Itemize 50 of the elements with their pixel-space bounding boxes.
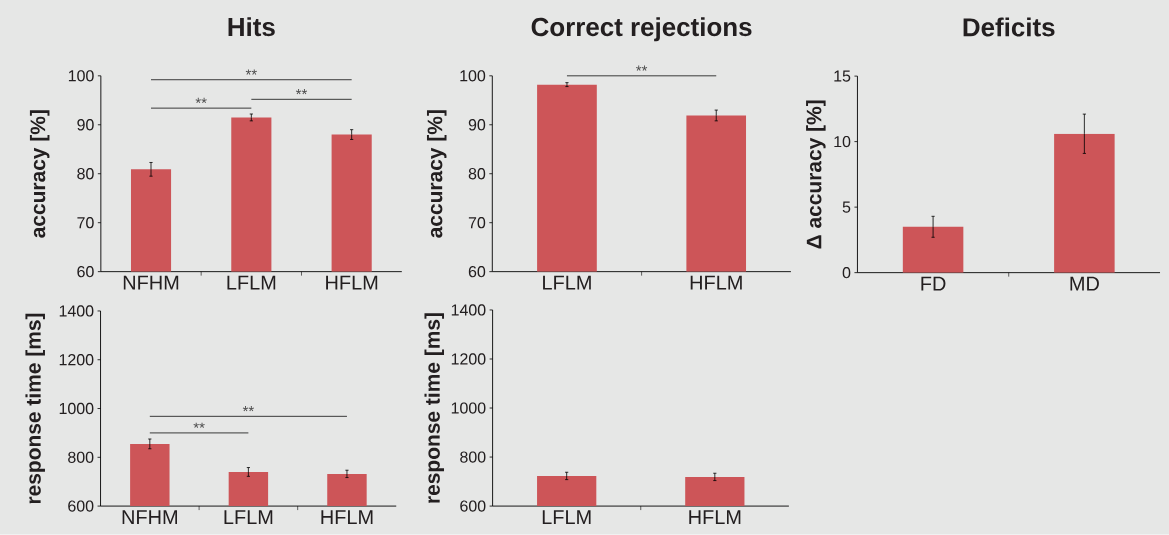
y-tick-label: 70 bbox=[77, 217, 94, 229]
y-axis-title: Δ accuracy [%] bbox=[806, 100, 826, 249]
x-tick-label: HFLM bbox=[321, 510, 373, 525]
y-tick-label: 1400 bbox=[59, 305, 94, 317]
x-tick-label: LFLM bbox=[227, 275, 276, 290]
y-tick-label: 1400 bbox=[451, 304, 486, 316]
chart-title: Deficits bbox=[963, 17, 1055, 37]
y-tick-label: 800 bbox=[460, 451, 486, 463]
chart-title: Correct rejections bbox=[531, 17, 752, 42]
y-tick-label: 1000 bbox=[451, 402, 486, 414]
x-tick-label: FD bbox=[921, 276, 946, 291]
annotation: ** bbox=[242, 406, 254, 412]
y-tick-label: 0 bbox=[842, 267, 851, 279]
annotation: ** bbox=[295, 89, 308, 95]
y-tick-label: 90 bbox=[468, 119, 486, 131]
y-tick-label: 60 bbox=[77, 266, 94, 278]
y-axis-title: response time [ms] bbox=[424, 313, 445, 503]
y-tick-label: 5 bbox=[842, 201, 851, 213]
y-tick-label: 1000 bbox=[59, 403, 94, 415]
y-tick-label: 80 bbox=[468, 168, 486, 180]
x-tick-label: HFLM bbox=[689, 510, 741, 525]
x-tick-label: NFHM bbox=[123, 275, 179, 290]
x-tick-label: HFLM bbox=[690, 275, 742, 290]
x-tick-label: HFLM bbox=[326, 275, 378, 290]
y-axis-title: response time [ms] bbox=[25, 313, 45, 504]
y-tick-label: 70 bbox=[468, 217, 486, 229]
y-tick-label: 600 bbox=[68, 500, 94, 512]
y-tick-label: 100 bbox=[460, 70, 486, 82]
text: ** bbox=[636, 65, 648, 71]
y-axis-title: accuracy [%] bbox=[29, 110, 50, 238]
y-tick-label: 600 bbox=[460, 500, 486, 512]
y-tick-label: 90 bbox=[77, 119, 94, 131]
y-tick-label: 60 bbox=[468, 266, 486, 278]
y-tick-label: 15 bbox=[834, 70, 851, 82]
y-tick-label: 10 bbox=[834, 136, 851, 148]
chart-title: Hits bbox=[228, 17, 275, 37]
y-tick-label: 1200 bbox=[451, 353, 486, 365]
y-tick-label: 800 bbox=[68, 451, 94, 464]
y-tick-label: 1200 bbox=[59, 354, 94, 366]
x-tick-label: NFHM bbox=[122, 510, 177, 525]
x-tick-label: MD bbox=[1070, 276, 1099, 291]
x-tick-label: LFLM bbox=[543, 275, 591, 290]
y-tick-label: 100 bbox=[68, 70, 94, 82]
x-tick-label: LFLM bbox=[542, 510, 591, 525]
y-axis-title: accuracy [%] bbox=[426, 110, 447, 238]
annotation: ** bbox=[193, 422, 205, 429]
x-tick-label: LFLM bbox=[224, 510, 273, 525]
annotation: ** bbox=[195, 97, 207, 104]
text: ** bbox=[245, 69, 257, 75]
y-tick-label: 80 bbox=[77, 168, 94, 180]
